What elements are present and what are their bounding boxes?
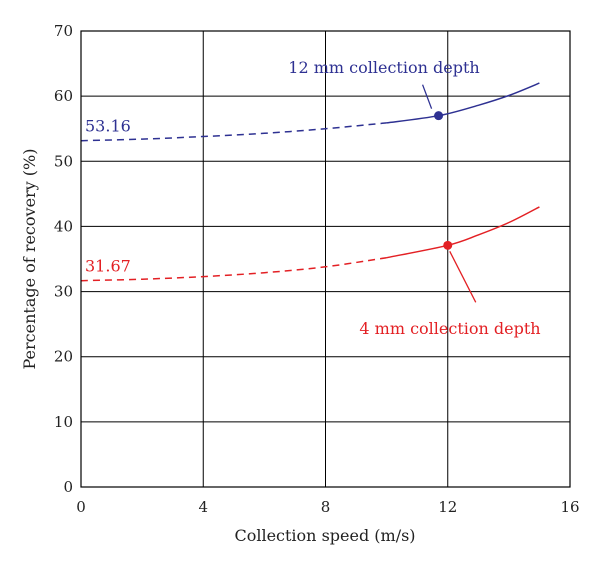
plot-frame [80,30,571,488]
series-12mm-leader-line [421,84,433,109]
y-tick-label: 10 [54,413,73,431]
y-tick-label: 70 [54,22,73,40]
y-tick-label: 30 [54,283,73,301]
y-tick-label: 50 [54,152,73,170]
series-12mm-marker [434,111,444,121]
annotations: 53.16 12 mm collection depth 31.67 4 mm col… [85,58,541,338]
x-axis-label: Collection speed (m/s) [234,526,415,545]
x-tick-label: 0 [76,498,86,516]
series-4mm-start-label: 31.67 [85,257,131,276]
x-tick-label: 4 [198,498,208,516]
grid [81,31,570,487]
y-tick-label: 20 [54,348,73,366]
x-tick-labels: 0 4 8 12 16 [76,498,579,516]
series-12mm-callout: 12 mm collection depth [288,58,479,77]
series-4mm-solid-line [386,206,540,259]
series-4mm-callout: 4 mm collection depth [359,319,540,338]
series-layer [80,82,540,282]
x-tick-label: 16 [560,498,579,516]
series-12mm-start-label: 53.16 [85,117,131,136]
y-tick-label: 60 [54,87,73,105]
series-12mm-solid-line [386,82,540,124]
y-axis-label: Percentage of recovery (%) [20,149,39,370]
series-4mm-leader-line [449,251,477,303]
y-tick-labels: 0 10 20 30 40 50 60 70 [54,22,73,496]
series-4mm-marker [443,240,453,250]
y-tick-label: 40 [54,217,73,235]
x-tick-label: 8 [321,498,331,516]
x-tick-label: 12 [438,498,457,516]
y-tick-label: 0 [63,478,73,496]
